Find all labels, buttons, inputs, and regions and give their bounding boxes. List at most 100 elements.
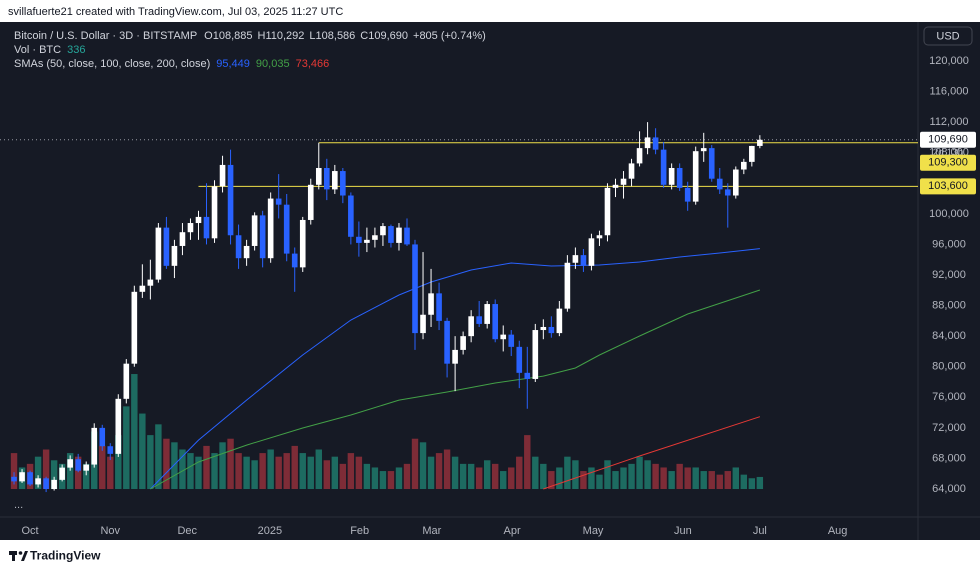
- candle-body: [492, 304, 499, 340]
- candle-body: [211, 186, 218, 239]
- volume-bar: [131, 374, 138, 490]
- logo-dot: [18, 551, 23, 555]
- volume-bar: [171, 442, 178, 490]
- volume-bar: [251, 460, 258, 490]
- candle-body: [299, 219, 306, 268]
- volume-bar: [179, 449, 186, 490]
- candle-body: [323, 167, 330, 190]
- sma-title: SMAs (50, close, 100, close, 200, close): [14, 58, 210, 70]
- candle-body: [67, 459, 73, 468]
- volume-bar: [411, 438, 419, 490]
- candle-body: [588, 238, 595, 266]
- volume-bar: [115, 435, 122, 490]
- level-label: 109,300: [928, 157, 968, 169]
- volume-bar: [74, 456, 82, 490]
- legend-title: Bitcoin / U.S. Dollar · 3D · BITSTAMP: [14, 30, 197, 42]
- brand-logo: [9, 551, 28, 561]
- sma-value: 73,466: [296, 58, 330, 70]
- y-tick-label: 112,000: [930, 116, 969, 128]
- volume-bar: [451, 456, 459, 490]
- volume-bar: [636, 456, 643, 490]
- more-button[interactable]: ...: [14, 499, 23, 511]
- candle-body: [227, 164, 234, 236]
- volume-bar: [692, 467, 699, 490]
- candle-body: [139, 285, 146, 292]
- sma-value: 95,449: [216, 58, 250, 70]
- volume-bar: [50, 460, 58, 490]
- candle-body: [19, 472, 25, 482]
- volume-bar: [227, 438, 234, 490]
- volume-bar: [163, 438, 170, 490]
- volume-bar: [676, 463, 683, 490]
- legend-sma: SMAs (50, close, 100, close, 200, close)…: [14, 58, 329, 70]
- volume-bar: [259, 453, 266, 490]
- candle-body: [235, 235, 242, 259]
- candle-body: [131, 291, 138, 364]
- volume-bar: [700, 471, 707, 490]
- candle-body: [724, 189, 731, 196]
- volume-bar: [291, 445, 298, 490]
- candle-body: [307, 184, 314, 220]
- sma-line: [150, 289, 761, 490]
- brand: TradingView: [30, 549, 101, 563]
- caption: svillafuerte21 created with TradingView.…: [8, 6, 343, 18]
- volume-bar: [524, 435, 531, 490]
- readout-key: H: [258, 30, 266, 42]
- candle-body: [476, 316, 482, 324]
- candle-body: [243, 245, 250, 259]
- volume-bar: [219, 442, 226, 490]
- candle-body: [548, 326, 555, 334]
- candle-body: [75, 459, 81, 471]
- volume-bar: [459, 463, 467, 490]
- volume-bar: [508, 467, 515, 490]
- candle-body: [195, 216, 202, 224]
- volume-bar: [620, 467, 627, 490]
- candle-body: [91, 427, 98, 465]
- candle-body: [155, 227, 162, 280]
- volume-bar: [315, 449, 322, 490]
- y-tick-label: 64,000: [932, 483, 966, 495]
- volume-bar: [355, 456, 363, 490]
- candle-body: [652, 137, 659, 150]
- y-tick-label: 68,000: [932, 452, 966, 464]
- candle-body: [716, 178, 723, 190]
- volume-bar: [660, 467, 667, 490]
- volume-bar: [500, 471, 507, 490]
- volume-bar: [307, 456, 314, 490]
- y-tick-label: 116,000: [930, 85, 969, 97]
- candle-body: [420, 314, 426, 334]
- candle-body: [556, 308, 563, 334]
- readout-value: 108,586: [316, 30, 356, 42]
- volume-bar: [139, 413, 146, 490]
- candle-body: [692, 151, 699, 202]
- candle-body: [380, 226, 386, 236]
- volume-bar: [147, 435, 154, 490]
- volume-bar: [435, 453, 443, 490]
- currency-button[interactable]: [923, 26, 973, 46]
- candle-body: [259, 215, 266, 259]
- candle-body: [436, 293, 442, 321]
- y-tick-label: 84,000: [932, 330, 966, 342]
- candle-body: [628, 163, 635, 179]
- x-tick-label: Aug: [828, 525, 848, 537]
- candle-body: [179, 232, 186, 246]
- volume-bar: [331, 456, 339, 490]
- currency-label[interactable]: USD: [936, 30, 959, 42]
- y-tick-label: 80,000: [932, 361, 966, 373]
- volume-bar: [419, 442, 427, 490]
- x-tick-label: Jun: [674, 525, 692, 537]
- candle-body: [500, 334, 507, 340]
- volume-bar: [628, 463, 635, 490]
- legend-main: Bitcoin / U.S. Dollar · 3D · BITSTAMP O10…: [14, 30, 486, 42]
- volume-bar: [483, 460, 491, 490]
- level-box: [920, 178, 976, 195]
- readout-change: +805 (+0.74%): [413, 30, 486, 42]
- candle-body: [732, 169, 739, 196]
- volume-bar: [34, 456, 42, 490]
- candle-body: [676, 167, 683, 188]
- readout-key: C: [360, 30, 368, 42]
- y-tick-label: 88,000: [932, 299, 966, 311]
- volume-bar: [427, 456, 435, 490]
